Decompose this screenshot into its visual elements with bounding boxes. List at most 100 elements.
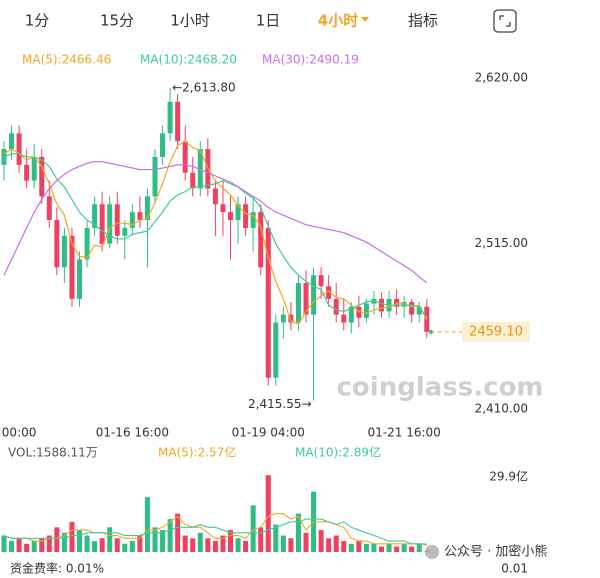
candle-body bbox=[326, 286, 332, 299]
candle-body bbox=[235, 204, 241, 221]
candle-body bbox=[409, 302, 415, 315]
volume-bar bbox=[84, 535, 90, 552]
volume-bar bbox=[69, 521, 75, 552]
volume-bar bbox=[205, 538, 211, 552]
volume-bar bbox=[394, 546, 400, 552]
legend-entry: MA(10):2468.20 bbox=[140, 53, 237, 67]
volume-bar bbox=[175, 513, 181, 552]
candle-body bbox=[92, 204, 98, 228]
last-price-box bbox=[462, 321, 530, 342]
candle-body bbox=[107, 204, 113, 244]
y-tick-label: 29.9亿 bbox=[489, 469, 528, 484]
volume-bar bbox=[288, 538, 294, 552]
candle-body bbox=[341, 314, 347, 323]
y-tick-label: 2,410.00 bbox=[475, 402, 528, 416]
volume-ma-line bbox=[3, 518, 427, 545]
candle-body bbox=[152, 156, 158, 197]
volume-bar bbox=[182, 535, 188, 552]
tab[interactable]: 1日 bbox=[256, 12, 281, 30]
volume-bar bbox=[167, 519, 173, 552]
volume-bar bbox=[265, 475, 271, 552]
candle-body bbox=[160, 133, 166, 157]
legend-entry: MA(5):2466.46 bbox=[22, 53, 111, 67]
volume-bar bbox=[220, 535, 226, 552]
volume-bar bbox=[379, 546, 384, 552]
volume-bar bbox=[250, 505, 256, 552]
candle-body bbox=[114, 204, 120, 236]
tab[interactable]: 1小时 bbox=[170, 12, 210, 30]
candle-body bbox=[182, 141, 188, 173]
volume-bar bbox=[137, 535, 143, 552]
volume-bar bbox=[9, 541, 15, 552]
candle-body bbox=[77, 259, 82, 299]
candle-body bbox=[46, 196, 52, 221]
volume-bar bbox=[190, 538, 196, 552]
volume-bar bbox=[39, 538, 45, 552]
candle-body bbox=[265, 227, 271, 378]
candle-body bbox=[39, 156, 45, 197]
wechat-icon bbox=[425, 545, 439, 559]
expand-button[interactable] bbox=[493, 9, 517, 33]
volume-bar bbox=[363, 543, 369, 552]
volume-bar bbox=[16, 538, 22, 552]
volume-bar bbox=[258, 527, 264, 552]
candle-body bbox=[69, 235, 75, 299]
candle-body bbox=[280, 314, 286, 323]
volume-bar bbox=[401, 543, 407, 552]
candle-body bbox=[16, 133, 22, 165]
footer-watermark: 公众号 · 加密小熊 bbox=[444, 544, 547, 560]
candle-body bbox=[333, 298, 339, 315]
candle-body bbox=[144, 196, 150, 221]
candle-body bbox=[311, 275, 317, 315]
legend-entry: MA(5):2.57亿 bbox=[158, 445, 236, 460]
legend-entry: MA(10):2.89亿 bbox=[295, 445, 381, 460]
volume-bar bbox=[371, 543, 377, 552]
candle-body bbox=[122, 227, 128, 236]
candle-body bbox=[220, 204, 226, 213]
volume-bar bbox=[409, 546, 415, 552]
volume-bar bbox=[144, 497, 150, 552]
volume-bar bbox=[228, 530, 233, 552]
x-tick-label: 01-16 16:00 bbox=[96, 426, 169, 440]
tab[interactable]: 指标 bbox=[408, 12, 438, 30]
candle-body bbox=[54, 220, 60, 268]
ma-line bbox=[3, 153, 428, 318]
volume-bar bbox=[295, 513, 301, 552]
volume-bar bbox=[212, 541, 218, 552]
funding-rate: 资金费率: 0.01% bbox=[10, 561, 104, 576]
volume-bar bbox=[54, 527, 60, 552]
candle-body bbox=[273, 322, 279, 378]
candle-body bbox=[288, 314, 294, 323]
volume-bar bbox=[303, 532, 309, 552]
ma-line bbox=[3, 140, 428, 325]
tab[interactable]: 15分 bbox=[100, 12, 134, 30]
volume-bar bbox=[92, 541, 98, 552]
volume-bar bbox=[416, 543, 422, 552]
volume-bar bbox=[160, 530, 166, 552]
funding-axis-label: 0.01 bbox=[501, 562, 528, 576]
volume-title: VOL:1588.11万 bbox=[8, 446, 98, 460]
candle-body bbox=[197, 149, 203, 189]
volume-bar bbox=[77, 530, 82, 552]
candle-body bbox=[243, 204, 249, 228]
tab[interactable]: 1分 bbox=[25, 12, 50, 30]
volume-bar bbox=[107, 527, 113, 552]
x-tick-label: 01-19 04:00 bbox=[232, 426, 305, 440]
candle-body bbox=[416, 306, 422, 315]
candle-body bbox=[61, 235, 67, 268]
high-annotation: ←2,613.80 bbox=[172, 80, 236, 94]
tab[interactable]: 4小时 bbox=[318, 12, 358, 30]
candle-body bbox=[394, 298, 400, 307]
volume-bar bbox=[243, 541, 249, 552]
volume-bar bbox=[318, 530, 324, 552]
watermark: coinglass.com bbox=[337, 373, 544, 403]
candle-body bbox=[258, 212, 264, 268]
candle-body bbox=[167, 101, 173, 134]
volume-bar bbox=[356, 541, 362, 552]
candle-body bbox=[99, 204, 105, 244]
legend-entry: MA(30):2490.19 bbox=[262, 53, 359, 67]
candle-body bbox=[295, 283, 301, 323]
volume-bar bbox=[24, 543, 30, 552]
